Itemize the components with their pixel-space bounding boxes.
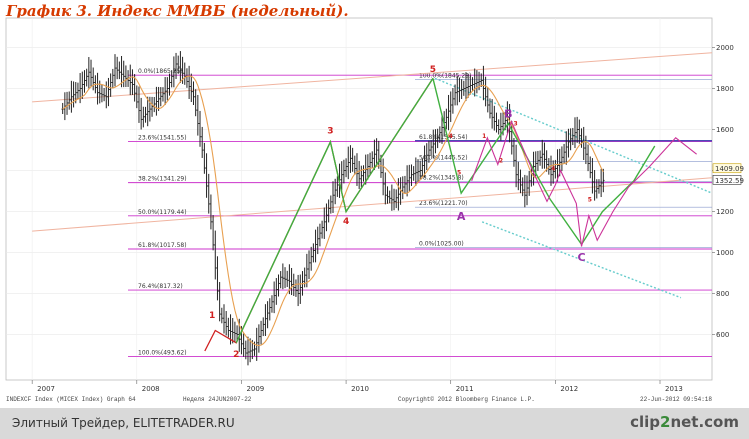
fib-small-label: 23.6%(1221.70) (419, 200, 468, 207)
ma-line (62, 75, 604, 347)
wave-label-small: 4 (449, 133, 453, 140)
bloomberg-timestamp: 22-Jun-2012 09:54:18 (640, 396, 713, 403)
plot-background (5, 17, 713, 381)
x-tick-label: 2013 (665, 385, 683, 393)
last-price-box (712, 175, 742, 185)
footer-bar: Элитный Трейдер, ELITETRADER.RU clip2net… (0, 408, 749, 439)
wave-label-1: 1 (209, 311, 215, 321)
bloomberg-source: INDEXCF Index (MICEX Index) Graph 64 (6, 396, 136, 403)
micex-weekly-chart: 2007 2008 2009 2010 2011 2012 2013 600 800 1000 1… (5, 17, 744, 393)
wave-label-C: C (577, 251, 585, 264)
fib-grand-label: 23.6%(1541.55) (138, 135, 187, 142)
wave-label-2: 2 (233, 350, 239, 360)
fib-small-label: 100.0%(1845.29) (419, 72, 471, 79)
fib-small-label: 61.8%(1545.54) (419, 134, 468, 141)
y-tick-label: 600 (716, 331, 729, 339)
wave-label-4: 4 (343, 217, 349, 227)
fib-grand-label: 100.0%(493.62) (138, 349, 187, 356)
last-price-label: 1352.59 (715, 177, 744, 185)
x-tick-label: 2010 (351, 385, 369, 393)
x-tick-label: 2012 (560, 385, 578, 393)
fib-small-label: 50.0%(1445.52) (419, 154, 468, 161)
fib-grand-label: 50.0%(1179.44) (138, 209, 187, 216)
y-tick-label: 1800 (716, 85, 734, 93)
site-name[interactable]: Элитный Трейдер, ELITETRADER.RU (12, 416, 235, 430)
x-tick-label: 2009 (246, 385, 264, 393)
wave-label-5: 5 (430, 65, 436, 75)
wave-label-3: 3 (327, 127, 333, 137)
wave-label-small: 1 (482, 133, 486, 140)
wave-label-B: B (504, 107, 512, 120)
projection-wave-line (471, 119, 697, 247)
x-tick-label: 2008 (142, 385, 160, 393)
bloomberg-period: Неделя 24JUN2007-22 (183, 396, 252, 403)
impulse-channel-line (235, 77, 434, 344)
logo-prefix: clip (630, 413, 660, 431)
fib-grand-label: 38.2%(1341.29) (138, 176, 187, 183)
clip2net-logo[interactable]: clip2net.com (630, 413, 739, 431)
grid (6, 18, 712, 380)
x-tick-label: 2007 (37, 385, 55, 393)
fibonacci-levels: 0.0%(1865.25) 23.6%(1541.55) 38.2%(1341.29… (128, 68, 712, 357)
wave-label-small: 4 (551, 166, 555, 173)
wave-label-small: 2 (499, 157, 503, 164)
y-tick-label: 2000 (716, 44, 734, 52)
moving-average (62, 75, 604, 347)
chart-title: График 3. Индекс ММВБ (недельный). (6, 2, 349, 20)
fib-grand-label: 0.0%(1865.25) (138, 68, 183, 75)
logo-mid: 2 (660, 413, 671, 431)
bloomberg-copyright: Copyright© 2012 Bloomberg Finance L.P. (398, 396, 535, 403)
x-axis: 2007 2008 2009 2010 2011 2012 2013 (31, 380, 683, 393)
x-tick-label: 2011 (456, 385, 474, 393)
wave-label-small: 5 (457, 170, 461, 177)
wave-label-small: 5 (588, 196, 592, 203)
fib-small-label: 0.0%(1025.00) (419, 240, 464, 247)
y-tick-label: 1200 (716, 208, 734, 216)
fib-grand-label: 76.4%(817.32) (138, 283, 183, 290)
long-resistance-line (32, 52, 713, 103)
elliott-wave-lines (204, 77, 697, 352)
y-axis: 600800100012001400160018002000 (712, 44, 734, 339)
ma-price-box (712, 163, 742, 174)
fib-grand-label: 61.8%(1017.58) (138, 242, 187, 249)
wave-labels: 1 2 3 4 5 A B C 4 5 1 2 3 4 5 (209, 65, 592, 360)
y-tick-label: 1000 (716, 249, 734, 257)
correction-wave-line (432, 78, 656, 246)
channel-lower (481, 221, 682, 299)
y-tick-label: 800 (716, 290, 729, 298)
wave-label-small: 3 (514, 121, 518, 128)
price-tags: 1409.09 1352.59 (712, 163, 744, 185)
y-tick-label: 1600 (716, 126, 734, 134)
ma-price-label: 1409.09 (715, 165, 744, 173)
fib-small-label: 38.2%(1345.8) (419, 175, 464, 182)
logo-suffix: net.com (670, 413, 739, 431)
wave-label-A: A (457, 210, 466, 223)
